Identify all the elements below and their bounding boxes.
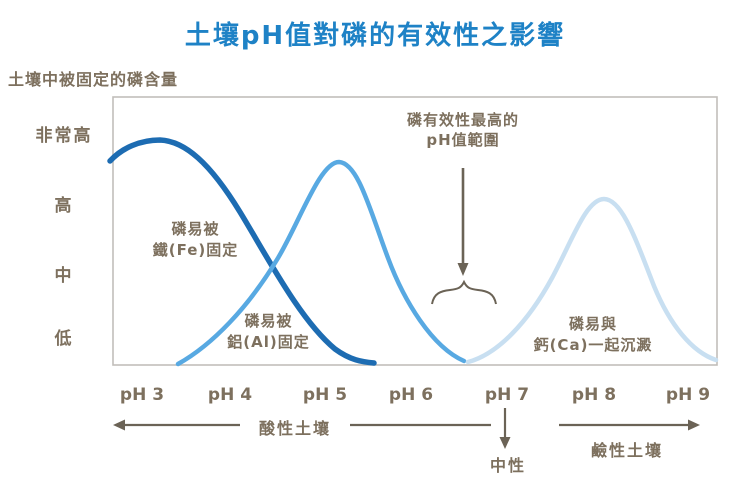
x-tick-ph4: pH 4 bbox=[207, 385, 253, 405]
neutral-arrowhead-icon bbox=[499, 437, 511, 449]
x-tick-ph7: pH 7 bbox=[484, 385, 530, 405]
y-tick-low: 低 bbox=[54, 329, 74, 349]
al-fixation-curve bbox=[175, 159, 467, 367]
optimal-range-line2: pH值範圍 bbox=[426, 131, 500, 149]
al-curve-label-line2: 鋁(Al)固定 bbox=[227, 333, 310, 351]
al-curve-label: 磷易被 鋁(Al)固定 bbox=[206, 311, 331, 353]
y-tick-high: 高 bbox=[54, 196, 74, 216]
optimal-range-annotation: 磷有效性最高的 pH值範圍 bbox=[377, 110, 549, 150]
optimal-range-arrowhead-icon bbox=[457, 263, 469, 276]
ca-curve-label-line2: 鈣(Ca)一起沉澱 bbox=[533, 336, 653, 354]
ca-curve-label: 磷易與 鈣(Ca)一起沉澱 bbox=[518, 314, 668, 356]
acidic-soil-label: 酸性土壤 bbox=[258, 419, 331, 438]
optimal-range-line1: 磷有效性最高的 bbox=[406, 111, 519, 129]
alkaline-arrowhead-icon bbox=[688, 419, 700, 431]
fe-curve-label: 磷易被 鐵(Fe)固定 bbox=[133, 219, 258, 261]
fe-fixation-curve bbox=[107, 137, 377, 366]
x-tick-ph3: pH 3 bbox=[119, 385, 165, 405]
x-tick-ph6: pH 6 bbox=[388, 385, 434, 405]
fe-curve-label-line2: 鐵(Fe)固定 bbox=[152, 241, 239, 259]
y-axis-title: 土壤中被固定的磷含量 bbox=[8, 70, 179, 89]
x-tick-ph5: pH 5 bbox=[302, 385, 348, 405]
y-tick-very-high: 非常高 bbox=[35, 126, 93, 146]
optimal-range-brace bbox=[431, 279, 497, 305]
fe-curve-label-line1: 磷易被 bbox=[171, 220, 220, 238]
x-tick-ph9: pH 9 bbox=[665, 385, 711, 405]
ca-curve-label-line1: 磷易與 bbox=[568, 315, 617, 333]
acidic-arrowhead-icon bbox=[113, 419, 125, 431]
plot-border bbox=[112, 96, 718, 366]
x-tick-ph8: pH 8 bbox=[571, 385, 617, 405]
y-tick-medium: 中 bbox=[54, 266, 74, 286]
ca-precipitation-curve bbox=[465, 196, 719, 365]
neutral-label: 中性 bbox=[489, 456, 526, 475]
alkaline-soil-label: 鹼性土壤 bbox=[590, 441, 663, 460]
al-curve-label-line1: 磷易被 bbox=[244, 312, 293, 330]
page-title: 土壤pH值對磷的有效性之影響 bbox=[184, 21, 566, 51]
